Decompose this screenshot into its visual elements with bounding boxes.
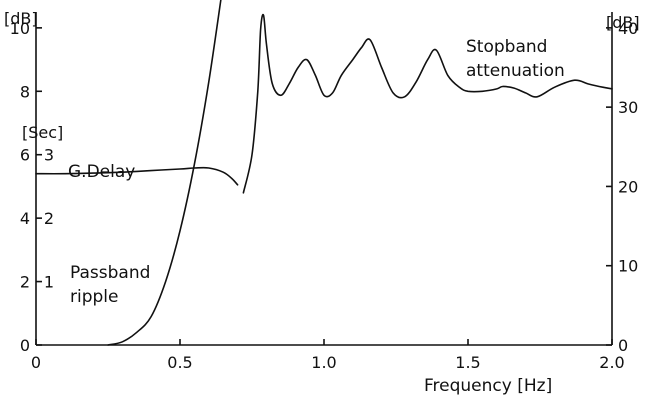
x-tick-label: 2.0 — [599, 353, 624, 372]
group-delay-label: G.Delay — [68, 162, 135, 182]
x-axis-label: Frequency [Hz] — [424, 376, 552, 396]
delay-axis-unit: [Sec] — [22, 123, 63, 142]
right-tick-label: 30 — [618, 98, 638, 117]
group-delay-curve — [35, 166, 239, 186]
delay-tick-label: 2 — [44, 209, 54, 228]
left-tick-label: 8 — [20, 82, 30, 101]
stopband-attenuation-curve — [242, 13, 613, 194]
curves — [35, 0, 613, 346]
x-tick-label: 0 — [31, 353, 41, 372]
right-tick-label: 0 — [618, 336, 628, 355]
stopband-attenuation-label-line2: attenuation — [466, 61, 565, 81]
passband-ripple-label-line1: Passband — [70, 263, 150, 283]
left-tick-label: 10 — [10, 19, 30, 38]
left-tick-label: 6 — [20, 146, 30, 165]
passband-ripple-label-line2: ripple — [70, 287, 118, 307]
delay-tick-label: 3 — [44, 146, 54, 165]
left-tick-label: 0 — [20, 336, 30, 355]
stopband-attenuation-label-line1: Stopband — [466, 37, 547, 57]
left-axis-unit: [dB] — [4, 9, 38, 28]
delay-tick-label: 1 — [44, 273, 54, 292]
passband-ripple-curve — [107, 0, 222, 346]
right-tick-label: 40 — [618, 19, 638, 38]
left-tick-label: 2 — [20, 273, 30, 292]
left-tick-label: 4 — [20, 209, 30, 228]
x-tick-label: 1.5 — [455, 353, 480, 372]
right-tick-label: 20 — [618, 177, 638, 196]
x-tick-label: 0.5 — [167, 353, 192, 372]
right-axis-unit: [dB] — [606, 13, 640, 32]
x-tick-label: 1.0 — [311, 353, 336, 372]
right-tick-label: 10 — [618, 257, 638, 276]
